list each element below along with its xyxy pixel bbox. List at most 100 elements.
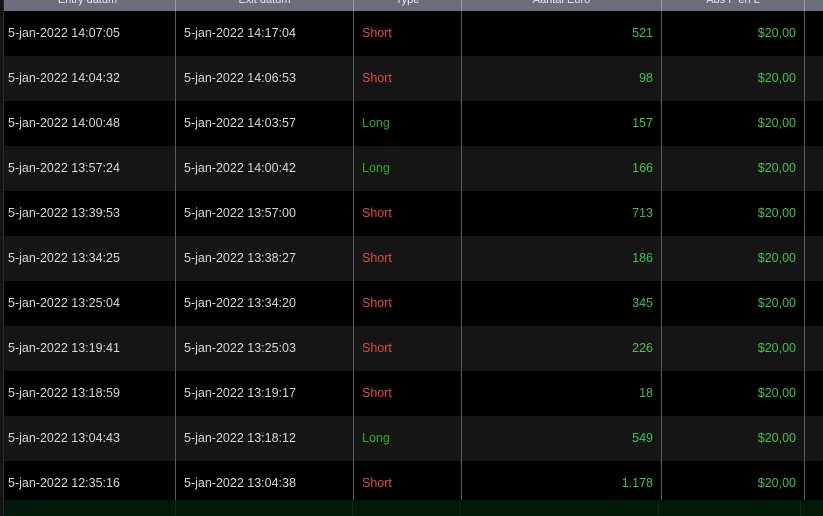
- cell-aantal-euro: 521: [461, 11, 662, 56]
- table-row[interactable]: 5-jan-2022 13:39:53 5-jan-2022 13:57:00 Sh…: [0, 191, 823, 236]
- table-row[interactable]: 5-jan-2022 14:07:05 5-jan-2022 14:17:04 Sh…: [0, 11, 823, 56]
- table-row[interactable]: 5-jan-2022 13:25:04 5-jan-2022 13:34:20 Sh…: [0, 281, 823, 326]
- table-row[interactable]: 5-jan-2022 13:18:59 5-jan-2022 13:19:17 Sh…: [0, 371, 823, 416]
- cell-aantal-euro: 157: [461, 101, 662, 146]
- cell-aantal-euro: 186: [461, 236, 662, 281]
- cell-exit-datum: 5-jan-2022 13:38:27: [175, 236, 354, 281]
- column-header-entry-datum[interactable]: Entry datum: [0, 0, 176, 11]
- cell-type: Short: [353, 236, 462, 281]
- table-row[interactable]: 5-jan-2022 14:04:32 5-jan-2022 14:06:53 Sh…: [0, 56, 823, 101]
- cell-entry-datum: 5-jan-2022 12:35:16: [0, 461, 176, 506]
- footer-divider-2: [352, 500, 353, 516]
- table-row[interactable]: 5-jan-2022 14:00:48 5-jan-2022 14:03:57 Lo…: [0, 101, 823, 146]
- cell-type: Short: [353, 461, 462, 506]
- column-header-extra[interactable]: [804, 0, 823, 11]
- column-header-type[interactable]: Type: [353, 0, 462, 11]
- cell-type: Short: [353, 326, 462, 371]
- cell-aantal-euro: 713: [461, 191, 662, 236]
- cell-exit-datum: 5-jan-2022 13:25:03: [175, 326, 354, 371]
- table-body: 5-jan-2022 14:07:05 5-jan-2022 14:17:04 Sh…: [0, 11, 823, 506]
- cell-entry-datum: 5-jan-2022 13:34:25: [0, 236, 176, 281]
- cell-abs-pen-l: $20,00: [661, 281, 805, 326]
- column-header-abs-pen-l[interactable]: Abs P en L: [661, 0, 805, 11]
- footer-divider-4: [658, 500, 659, 516]
- table-row[interactable]: 5-jan-2022 13:34:25 5-jan-2022 13:38:27 Sh…: [0, 236, 823, 281]
- table-header: Entry datum Exit datum Type Aantal Euro …: [0, 0, 823, 11]
- table-row[interactable]: 5-jan-2022 12:35:16 5-jan-2022 13:04:38 Sh…: [0, 461, 823, 506]
- cell-aantal-euro: 345: [461, 281, 662, 326]
- footer-status-bar: [0, 500, 823, 516]
- cell-aantal-euro: 18: [461, 371, 662, 416]
- cell-extra: [804, 101, 823, 146]
- table-row[interactable]: 5-jan-2022 13:57:24 5-jan-2022 14:00:42 Lo…: [0, 146, 823, 191]
- cell-exit-datum: 5-jan-2022 14:00:42: [175, 146, 354, 191]
- cell-aantal-euro: 98: [461, 56, 662, 101]
- cell-extra: [804, 281, 823, 326]
- cell-extra: [804, 191, 823, 236]
- column-header-abs-pen-l-label: Abs P en L: [706, 0, 760, 6]
- cell-type: Short: [353, 191, 462, 236]
- cell-type: Short: [353, 281, 462, 326]
- column-header-type-label: Type: [395, 0, 420, 6]
- cell-extra: [804, 461, 823, 506]
- cell-abs-pen-l: $20,00: [661, 461, 805, 506]
- cell-exit-datum: 5-jan-2022 13:34:20: [175, 281, 354, 326]
- table-row[interactable]: 5-jan-2022 13:04:43 5-jan-2022 13:18:12 Lo…: [0, 416, 823, 461]
- cell-abs-pen-l: $20,00: [661, 371, 805, 416]
- table-header-row: Entry datum Exit datum Type Aantal Euro …: [0, 0, 823, 11]
- left-edge-clipped-strip: [0, 0, 4, 516]
- cell-entry-datum: 5-jan-2022 13:25:04: [0, 281, 176, 326]
- table-row[interactable]: 5-jan-2022 13:19:41 5-jan-2022 13:25:03 Sh…: [0, 326, 823, 371]
- cell-aantal-euro: 1.178: [461, 461, 662, 506]
- cell-extra: [804, 146, 823, 191]
- cell-abs-pen-l: $20,00: [661, 416, 805, 461]
- cell-entry-datum: 5-jan-2022 14:04:32: [0, 56, 176, 101]
- cell-type: Long: [353, 146, 462, 191]
- cell-aantal-euro: 549: [461, 416, 662, 461]
- cell-entry-datum: 5-jan-2022 13:39:53: [0, 191, 176, 236]
- cell-abs-pen-l: $20,00: [661, 56, 805, 101]
- cell-exit-datum: 5-jan-2022 14:06:53: [175, 56, 354, 101]
- cell-type: Short: [353, 56, 462, 101]
- cell-entry-datum: 5-jan-2022 14:00:48: [0, 101, 176, 146]
- footer-divider-1: [175, 500, 176, 516]
- cell-type: Short: [353, 371, 462, 416]
- cell-exit-datum: 5-jan-2022 14:03:57: [175, 101, 354, 146]
- footer-divider-5: [800, 500, 801, 516]
- cell-exit-datum: 5-jan-2022 13:04:38: [175, 461, 354, 506]
- cell-entry-datum: 5-jan-2022 13:19:41: [0, 326, 176, 371]
- cell-type: Long: [353, 416, 462, 461]
- cell-extra: [804, 416, 823, 461]
- cell-extra: [804, 371, 823, 416]
- cell-extra: [804, 236, 823, 281]
- cell-entry-datum: 5-jan-2022 13:57:24: [0, 146, 176, 191]
- column-header-aantal-euro-label: Aantal Euro: [532, 0, 591, 6]
- cell-abs-pen-l: $20,00: [661, 146, 805, 191]
- cell-abs-pen-l: $20,00: [661, 11, 805, 56]
- column-header-exit-datum-label: Exit datum: [238, 0, 291, 6]
- cell-entry-datum: 5-jan-2022 13:04:43: [0, 416, 176, 461]
- column-header-aantal-euro[interactable]: Aantal Euro: [461, 0, 662, 11]
- cell-abs-pen-l: $20,00: [661, 326, 805, 371]
- cell-exit-datum: 5-jan-2022 13:57:00: [175, 191, 354, 236]
- cell-type: Short: [353, 11, 462, 56]
- cell-abs-pen-l: $20,00: [661, 236, 805, 281]
- cell-exit-datum: 5-jan-2022 14:17:04: [175, 11, 354, 56]
- cell-aantal-euro: 166: [461, 146, 662, 191]
- cell-aantal-euro: 226: [461, 326, 662, 371]
- cell-extra: [804, 11, 823, 56]
- cell-entry-datum: 5-jan-2022 13:18:59: [0, 371, 176, 416]
- cell-exit-datum: 5-jan-2022 13:18:12: [175, 416, 354, 461]
- column-header-entry-datum-label: Entry datum: [57, 0, 118, 6]
- footer-divider-3: [459, 500, 460, 516]
- cell-type: Long: [353, 101, 462, 146]
- cell-exit-datum: 5-jan-2022 13:19:17: [175, 371, 354, 416]
- cell-abs-pen-l: $20,00: [661, 191, 805, 236]
- cell-extra: [804, 56, 823, 101]
- cell-entry-datum: 5-jan-2022 14:07:05: [0, 11, 176, 56]
- cell-abs-pen-l: $20,00: [661, 101, 805, 146]
- cell-extra: [804, 326, 823, 371]
- column-header-exit-datum[interactable]: Exit datum: [175, 0, 354, 11]
